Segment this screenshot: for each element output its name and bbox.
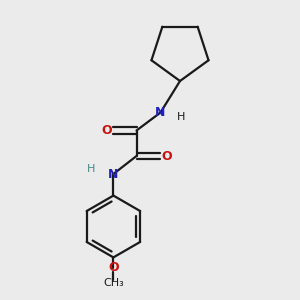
Text: N: N xyxy=(108,167,118,181)
Text: O: O xyxy=(101,124,112,137)
Text: O: O xyxy=(108,261,119,274)
Text: N: N xyxy=(155,106,166,119)
Text: O: O xyxy=(161,149,172,163)
Text: H: H xyxy=(86,164,95,175)
Text: CH₃: CH₃ xyxy=(103,278,124,288)
Text: H: H xyxy=(177,112,186,122)
